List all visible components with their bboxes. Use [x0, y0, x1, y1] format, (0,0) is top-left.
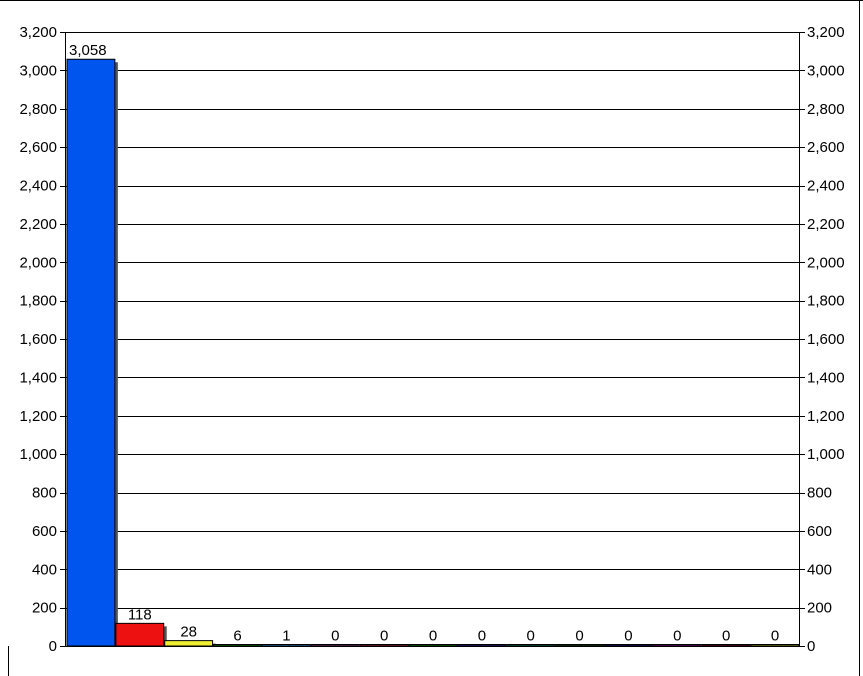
bar [605, 645, 653, 647]
data-label: 0 [331, 628, 339, 645]
right-tick-label: 1,200 [807, 408, 845, 425]
right-y-axis: 0 200 400 600 800 1,000 1,200 1,400 1,600 1,800 2,… [799, 24, 845, 655]
left-tick-label: 1,400 [19, 369, 57, 386]
data-label: 0 [624, 628, 632, 645]
bar [751, 645, 799, 647]
right-tick-label: 200 [807, 600, 832, 617]
bar [214, 645, 262, 647]
bar [116, 623, 164, 646]
left-tick-label: 1,000 [19, 446, 57, 463]
left-tick-label: 2,400 [19, 178, 57, 195]
right-tick-label: 600 [807, 523, 832, 540]
bar [409, 645, 457, 647]
data-label: 0 [429, 628, 437, 645]
right-tick-label: 2,200 [807, 216, 845, 233]
data-label: 3,058 [69, 42, 107, 59]
right-tick-label: 2,000 [807, 254, 845, 271]
data-label: 0 [673, 628, 681, 645]
bar [311, 645, 359, 647]
bar [360, 645, 408, 647]
right-tick-label: 3,000 [807, 62, 845, 79]
data-labels: 3,058 118 28 6 1 0 0 0 0 0 0 0 0 0 0 [69, 42, 779, 644]
right-tick-label: 3,200 [807, 24, 845, 41]
right-tick-label: 2,800 [807, 101, 845, 118]
left-tick-label: 800 [32, 485, 57, 502]
bar [556, 645, 604, 647]
right-tick-label: 0 [807, 638, 815, 655]
bar [262, 645, 310, 647]
left-tick-label: 600 [32, 523, 57, 540]
left-tick-label: 2,000 [19, 254, 57, 271]
bar [702, 645, 750, 647]
left-tick-label: 3,000 [19, 62, 57, 79]
data-label: 0 [478, 628, 486, 645]
right-tick-label: 1,400 [807, 369, 845, 386]
bar [67, 59, 115, 646]
data-label: 0 [527, 628, 535, 645]
left-tick-label: 1,600 [19, 331, 57, 348]
data-label: 1 [282, 628, 290, 645]
right-tick-label: 2,400 [807, 178, 845, 195]
left-y-axis: 0 200 400 600 800 1,000 1,200 1,400 1,600 1,800 2,… [9, 24, 67, 676]
left-tick-label: 3,200 [19, 24, 57, 41]
left-tick-label: 0 [49, 638, 57, 655]
left-tick-label: 2,200 [19, 216, 57, 233]
bar [165, 641, 213, 646]
left-tick-label: 2,600 [19, 139, 57, 156]
left-tick-label: 1,800 [19, 293, 57, 310]
right-tick-label: 1,800 [807, 293, 845, 310]
data-label: 6 [233, 628, 241, 645]
left-tick-label: 200 [32, 600, 57, 617]
data-label: 0 [380, 628, 388, 645]
data-label: 0 [575, 628, 583, 645]
right-tick-label: 1,600 [807, 331, 845, 348]
bar [458, 645, 506, 647]
bar [507, 645, 555, 647]
left-tick-label: 400 [32, 561, 57, 578]
right-tick-label: 2,600 [807, 139, 845, 156]
right-tick-label: 400 [807, 561, 832, 578]
left-tick-label: 2,800 [19, 101, 57, 118]
data-label: 0 [722, 628, 730, 645]
right-tick-label: 800 [807, 485, 832, 502]
data-label: 28 [180, 624, 197, 641]
left-tick-label: 1,200 [19, 408, 57, 425]
right-tick-label: 1,000 [807, 446, 845, 463]
data-label: 118 [128, 606, 152, 623]
data-label: 0 [771, 628, 779, 645]
bar [653, 645, 701, 647]
